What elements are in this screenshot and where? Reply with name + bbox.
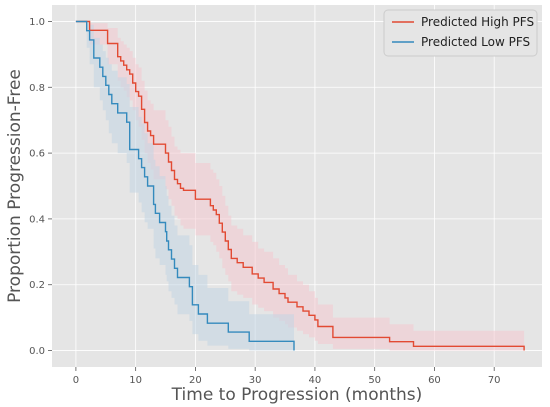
x-axis-title: Time to Progression (months)	[171, 385, 423, 405]
legend-label-high-pfs: Predicted High PFS	[421, 15, 534, 29]
y-axis-ticks: 0.0 0.2 0.4 0.6 0.8 1.0	[29, 17, 52, 357]
y-tick-label: 0.6	[29, 149, 45, 160]
y-tick-label: 1.0	[29, 17, 45, 28]
x-tick-label: 10	[129, 375, 142, 386]
confidence-bands	[75, 21, 525, 351]
x-tick-label: 20	[189, 375, 202, 386]
y-axis-title: Proportion Progression-Free	[5, 69, 25, 303]
confidence-band-low-pfs	[75, 21, 295, 351]
y-tick-label: 0.0	[29, 346, 45, 357]
x-tick-label: 30	[249, 375, 262, 386]
x-axis-ticks: 0 10 20 30 40 50 60 70	[73, 367, 501, 386]
x-tick-label: 40	[309, 375, 322, 386]
legend-box	[383, 9, 538, 57]
x-tick-label: 0	[73, 375, 79, 386]
legend-label-low-pfs: Predicted Low PFS	[421, 35, 530, 49]
survival-curve-high-pfs	[75, 20, 525, 351]
survival-curves	[75, 20, 525, 351]
x-tick-label: 60	[428, 375, 441, 386]
y-tick-label: 0.2	[29, 280, 45, 291]
y-tick-label: 0.8	[29, 83, 45, 94]
x-tick-label: 50	[368, 375, 381, 386]
survival-curve-low-pfs	[75, 20, 295, 351]
x-tick-label: 70	[488, 375, 501, 386]
y-tick-label: 0.4	[29, 214, 45, 225]
legend: Predicted High PFS Predicted Low PFS	[383, 9, 538, 57]
